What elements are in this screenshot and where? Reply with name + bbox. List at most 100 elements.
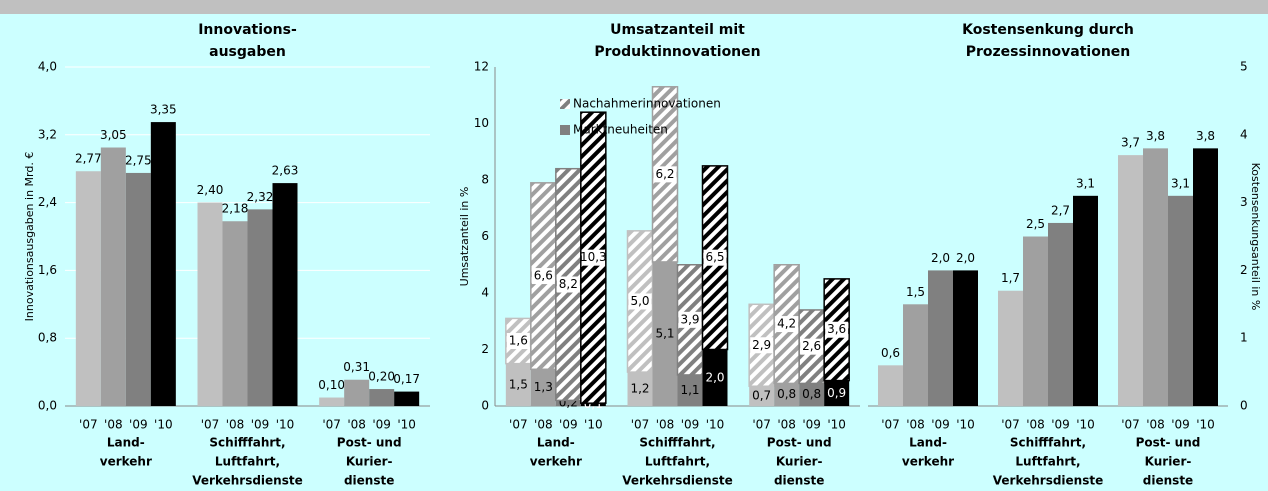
bar — [247, 209, 273, 406]
x-tick-label: '09 — [372, 418, 391, 432]
x-tick-label: '10 — [584, 418, 603, 432]
y-tick-label: 10 — [474, 116, 489, 130]
x-category-label: verkehr — [530, 455, 582, 469]
data-label-box — [703, 249, 727, 266]
y-tick-label: 4,0 — [38, 60, 57, 74]
x-tick-label: '08 — [347, 418, 366, 432]
bar — [197, 202, 223, 406]
data-label: 1,5 — [509, 377, 528, 391]
bar-segment — [774, 383, 800, 406]
y-tick-label: 6 — [481, 229, 489, 243]
data-label: 1,2 — [630, 382, 649, 396]
x-category-label: Verkehrsdienste — [622, 474, 733, 488]
data-label: 2,18 — [222, 202, 249, 216]
bar-segment — [580, 403, 606, 406]
data-label: 2,9 — [752, 338, 771, 352]
x-tick-label: '08 — [656, 418, 675, 432]
bar — [150, 122, 176, 407]
data-label: 1,6 — [509, 334, 528, 348]
bar — [75, 171, 101, 406]
bar-segment — [749, 386, 775, 406]
chart-title: ausgaben — [209, 44, 286, 60]
x-tick-label: '10 — [397, 418, 416, 432]
x-tick-label: '10 — [154, 418, 173, 432]
x-tick-label: '08 — [226, 418, 245, 432]
y-tick-label: 3 — [1240, 195, 1248, 209]
x-tick-label: '10 — [1076, 418, 1095, 432]
x-tick-label: '09 — [931, 418, 950, 432]
bar-segment — [799, 383, 825, 406]
data-label-box — [750, 337, 774, 354]
x-category-label: Schifffahrt, — [209, 436, 285, 450]
data-label: 0,17 — [393, 372, 420, 386]
x-category-label: Luftfahrt, — [645, 455, 710, 469]
bar-segment — [824, 380, 850, 406]
data-label-box — [653, 166, 677, 183]
bar — [125, 172, 151, 406]
x-category-label: dienste — [344, 474, 394, 488]
bar — [319, 397, 345, 406]
data-label-box — [556, 276, 580, 293]
x-tick-label: '09 — [1051, 418, 1070, 432]
data-label: 6,6 — [534, 269, 553, 283]
data-label: 1,5 — [906, 285, 925, 299]
legend-label: Nachahmerinnovationen — [573, 97, 721, 111]
bar — [878, 365, 903, 406]
x-tick-label: '07 — [631, 418, 650, 432]
data-label: 10,3 — [580, 250, 607, 264]
data-label: 6,2 — [655, 167, 674, 181]
data-label-box — [581, 249, 605, 266]
x-tick-label: '07 — [79, 418, 98, 432]
data-label: 2,63 — [272, 164, 299, 178]
bar — [928, 270, 953, 406]
data-label-box — [825, 321, 849, 338]
bar — [1143, 148, 1168, 407]
bar-segment — [627, 372, 653, 406]
y-tick-label: 0 — [1240, 399, 1248, 413]
y-tick-label: 5 — [1240, 60, 1248, 74]
y-tick-label: 0 — [481, 399, 489, 413]
y-tick-label: 3,2 — [38, 127, 57, 141]
x-tick-label: '09 — [1171, 418, 1190, 432]
x-tick-label: '08 — [906, 418, 925, 432]
x-category-label: Land- — [537, 436, 575, 450]
y-tick-label: 2 — [1240, 263, 1248, 277]
x-tick-label: '08 — [534, 418, 553, 432]
data-label: 3,1 — [1171, 176, 1190, 190]
data-label: 1,3 — [534, 380, 553, 394]
data-label: 8,2 — [559, 277, 578, 291]
bar — [272, 183, 298, 406]
y-tick-label: 2 — [481, 342, 489, 356]
data-label: 0,20 — [368, 370, 395, 384]
bar-segment — [652, 261, 678, 406]
x-category-label: verkehr — [100, 455, 152, 469]
data-label-box — [678, 311, 702, 328]
data-label: 3,6 — [827, 322, 846, 336]
y-axis-label: Innovationsausgaben in Mrd. € — [23, 152, 36, 322]
data-label: 1,7 — [1001, 271, 1020, 285]
data-label: 2,77 — [75, 152, 102, 166]
x-tick-label: '09 — [251, 418, 270, 432]
x-tick-label: '10 — [706, 418, 725, 432]
x-category-label: Schifffahrt, — [1010, 436, 1086, 450]
data-label: 2,40 — [197, 183, 224, 197]
chart-title: Innovations- — [198, 22, 297, 38]
x-category-label: dienste — [1143, 474, 1193, 488]
bar — [344, 379, 370, 406]
bar — [1048, 222, 1073, 406]
data-label: 0,6 — [881, 346, 900, 360]
x-tick-label: '07 — [1121, 418, 1140, 432]
top-banner — [0, 0, 1268, 14]
bar — [100, 147, 126, 406]
x-tick-label: '09 — [681, 418, 700, 432]
bar-segment — [555, 400, 581, 406]
y-tick-label: 0,0 — [38, 399, 57, 413]
y-tick-label: 12 — [474, 60, 489, 74]
x-tick-label: '10 — [276, 418, 295, 432]
x-tick-label: '07 — [881, 418, 900, 432]
x-category-label: Luftfahrt, — [215, 455, 280, 469]
y-tick-label: 2,4 — [38, 195, 57, 209]
x-tick-label: '08 — [104, 418, 123, 432]
